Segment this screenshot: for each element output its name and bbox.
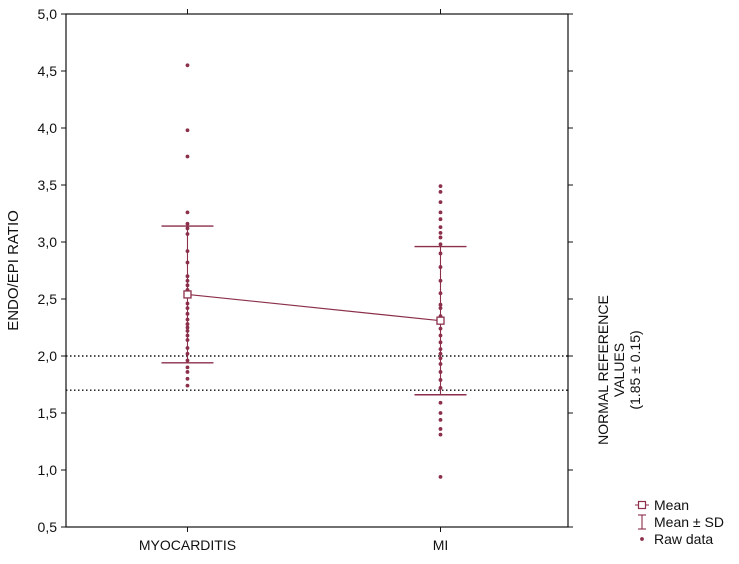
mean-marker-1 (436, 316, 445, 325)
raw-data-point (438, 340, 443, 345)
raw-data-point (438, 474, 443, 479)
raw-data-point (438, 347, 443, 352)
raw-data-point (438, 432, 443, 437)
y-tick-label: 1,5 (38, 405, 58, 421)
raw-data-point (185, 338, 190, 342)
legend-mean-marker (637, 500, 647, 510)
y-tick-label: 1,0 (38, 462, 58, 478)
raw-data-point (438, 386, 443, 390)
raw-data-point (185, 221, 190, 226)
y-tick-label: 0,5 (38, 519, 58, 535)
raw-data-point (438, 427, 443, 431)
raw-data-point (185, 358, 190, 363)
legend-raw-marker (640, 537, 644, 541)
raw-data-point (438, 417, 443, 422)
raw-data-point (185, 322, 190, 326)
raw-data-point (185, 376, 190, 381)
raw-data-point (185, 274, 190, 279)
raw-data-point (185, 154, 190, 159)
raw-data-point (185, 210, 190, 215)
raw-data-point (438, 235, 443, 240)
y-tick-label: 2,5 (38, 291, 58, 307)
raw-data-point (185, 283, 190, 288)
raw-data-point (438, 370, 443, 374)
raw-data-point (185, 260, 190, 265)
raw-data-point (438, 306, 443, 311)
raw-data-point (185, 301, 190, 306)
raw-data-point (185, 365, 190, 370)
raw-data-point (185, 232, 190, 236)
reference-label-line: (1.85 ± 0.15) (627, 330, 643, 409)
raw-data-point (438, 210, 443, 215)
raw-data-point (185, 128, 190, 133)
raw-data-point (185, 351, 190, 356)
raw-data-point (185, 383, 190, 388)
x-tick-label: MI (433, 537, 449, 553)
y-tick-label: 5,0 (38, 6, 58, 22)
raw-data-points (185, 63, 443, 479)
raw-data-point (185, 63, 190, 68)
x-tick-label: MYOCARDITIS (139, 537, 236, 553)
raw-data-point (438, 184, 443, 189)
raw-data-point (438, 225, 443, 230)
raw-data-point (438, 326, 443, 331)
raw-data-point (185, 317, 190, 322)
mean-connecting-line (187, 293, 441, 322)
legend-label: Raw data (654, 531, 713, 547)
raw-data-point (438, 400, 443, 405)
mean-line-group (187, 293, 441, 322)
raw-data-point (438, 351, 443, 356)
raw-data-point (185, 226, 190, 231)
raw-data-point (438, 200, 443, 205)
raw-data-point (185, 329, 190, 333)
raw-data-point (185, 346, 190, 350)
y-tick-label: 3,0 (38, 234, 58, 250)
raw-data-point (438, 242, 443, 247)
reference-label-line: NORMAL REFERENCE (595, 295, 611, 445)
plot-border (65, 13, 569, 528)
raw-data-point (438, 356, 443, 361)
raw-data-point (438, 411, 443, 415)
mean-marker-0 (183, 290, 192, 299)
error-bars (161, 225, 467, 396)
raw-data-point (185, 333, 190, 338)
raw-data-point (185, 278, 190, 283)
raw-data-point (438, 251, 443, 256)
y-tick-label: 4,5 (38, 63, 58, 79)
y-axis: 0,5 1,0 1,5 2,0 2,5 3,0 3,5 4,0 4,5 5,0 (38, 6, 573, 535)
raw-data-point (438, 217, 443, 222)
reference-label: NORMAL REFERENCEVALUES(1.85 ± 0.15) (595, 295, 643, 445)
raw-data-point (438, 333, 443, 338)
raw-data-point (438, 230, 443, 235)
raw-data-point (185, 311, 190, 316)
mean-markers (183, 290, 445, 325)
raw-data-point (438, 362, 443, 366)
y-tick-label: 4,0 (38, 120, 58, 136)
raw-data-point (185, 370, 190, 374)
reference-label-line: VALUES (611, 343, 627, 397)
raw-data-point (438, 291, 443, 296)
y-tick-label: 3,5 (38, 177, 58, 193)
legend-label: Mean (654, 497, 689, 513)
x-axis: MYOCARDITIS MI (139, 9, 448, 553)
legend-label: Mean ± SD (654, 514, 724, 530)
raw-data-point (438, 189, 443, 194)
raw-data-point (438, 278, 443, 283)
raw-data-point (185, 306, 190, 311)
raw-data-point (185, 249, 190, 254)
y-tick-label: 2,0 (38, 348, 58, 364)
raw-data-point (438, 265, 443, 269)
raw-data-point (438, 378, 443, 382)
raw-data-point (438, 302, 443, 307)
plot-frame (65, 13, 569, 528)
y-axis-label: ENDO/EPI RATIO (5, 210, 22, 331)
reference-lines (66, 355, 568, 391)
raw-data-point (185, 325, 190, 330)
reference-label-text: NORMAL REFERENCEVALUES(1.85 ± 0.15) (595, 295, 643, 445)
